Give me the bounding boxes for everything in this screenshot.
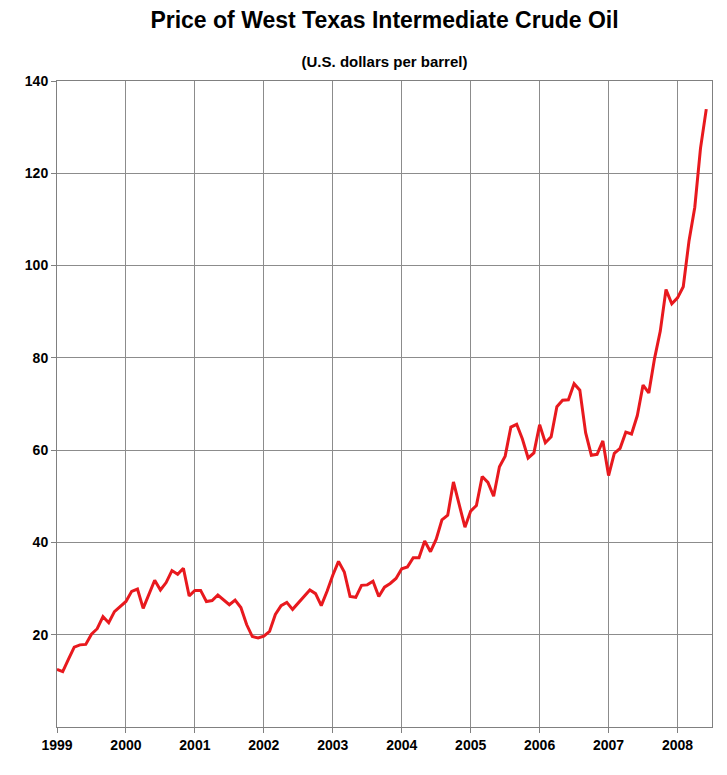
svg-text:2007: 2007 xyxy=(593,737,624,753)
svg-text:2005: 2005 xyxy=(455,737,486,753)
svg-text:2004: 2004 xyxy=(386,737,417,753)
svg-text:2002: 2002 xyxy=(248,737,279,753)
svg-text:60: 60 xyxy=(33,442,49,458)
svg-text:80: 80 xyxy=(33,350,49,366)
svg-text:2001: 2001 xyxy=(179,737,210,753)
svg-text:2003: 2003 xyxy=(317,737,348,753)
svg-text:2006: 2006 xyxy=(524,737,555,753)
svg-text:40: 40 xyxy=(33,534,49,550)
svg-text:140: 140 xyxy=(25,73,49,89)
svg-text:100: 100 xyxy=(25,257,49,273)
svg-text:Price of West Texas Intermedia: Price of West Texas Intermediate Crude O… xyxy=(150,7,618,33)
svg-text:(U.S. dollars per barrel): (U.S. dollars per barrel) xyxy=(302,53,468,70)
svg-text:2008: 2008 xyxy=(662,737,693,753)
svg-text:2000: 2000 xyxy=(110,737,141,753)
svg-text:1999: 1999 xyxy=(41,737,72,753)
svg-text:20: 20 xyxy=(33,627,49,643)
svg-text:120: 120 xyxy=(25,165,49,181)
